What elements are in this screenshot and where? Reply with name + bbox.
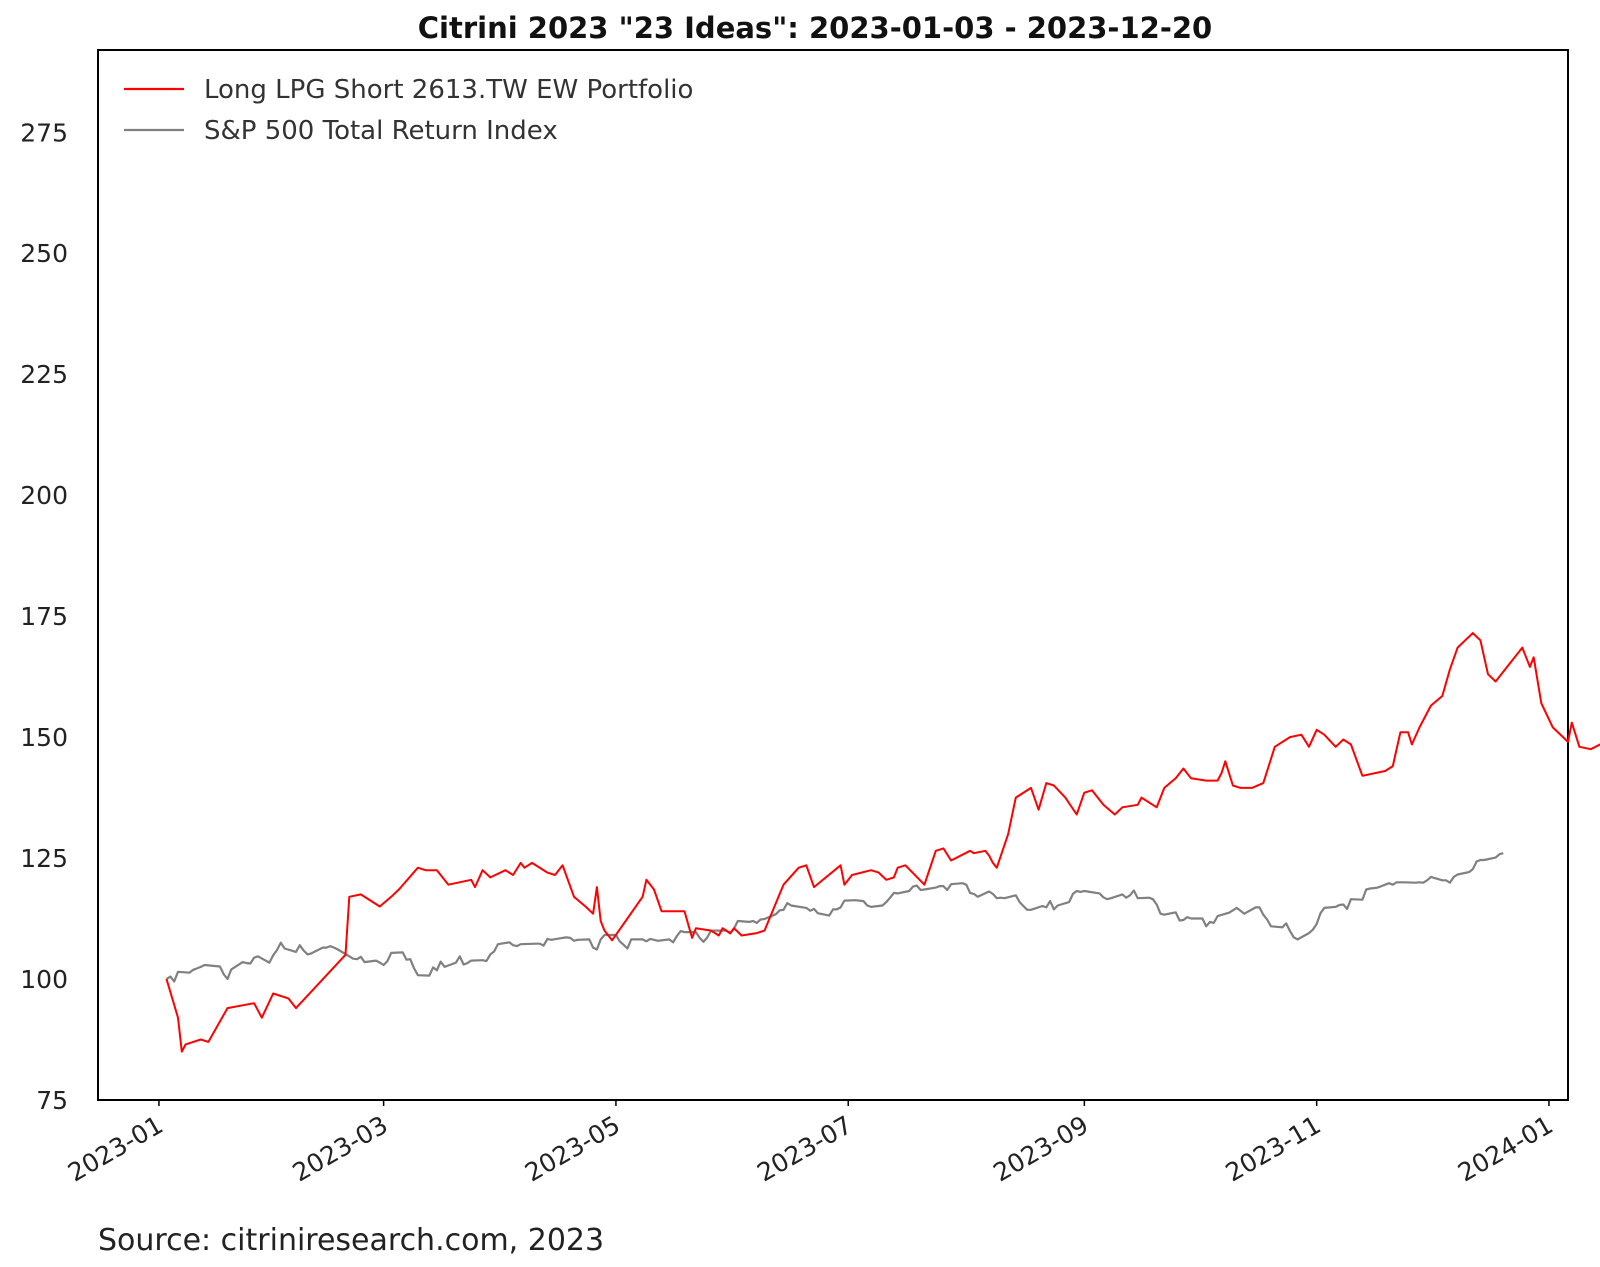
series-layer [165, 632, 1600, 1053]
y-tick-label: 150 [20, 723, 68, 752]
x-tick-label: 2024-01 [1453, 1110, 1558, 1187]
legend-label-sp500: S&P 500 Total Return Index [204, 116, 558, 146]
legend: Long LPG Short 2613.TW EW Portfolio S&P … [124, 75, 693, 146]
x-tick-label: 2023-05 [520, 1110, 625, 1187]
y-tick-label: 250 [20, 239, 68, 268]
y-tick-label: 275 [20, 118, 68, 147]
source-note: Source: citriniresearch.com, 2023 [98, 1223, 604, 1258]
y-tick-label: 100 [20, 965, 68, 994]
x-axis: 2023-01 2023-03 2023-05 2023-07 2023-09 2023-… [63, 1100, 1558, 1187]
y-tick-label: 200 [20, 481, 68, 510]
legend-label-portfolio: Long LPG Short 2613.TW EW Portfolio [204, 75, 693, 105]
y-tick-label: 125 [20, 844, 68, 873]
plot-area-frame [97, 49, 1569, 1101]
x-tick-label: 2023-11 [1221, 1110, 1326, 1187]
series-line-sp500 [165, 852, 1504, 983]
y-tick-label: 225 [20, 360, 68, 389]
y-tick-label: 75 [36, 1086, 68, 1115]
y-axis: 75 100 125 150 175 200 225 250 275 [20, 118, 68, 1115]
chart-title: Citrini 2023 "23 Ideas": 2023-01-03 - 20… [418, 11, 1212, 45]
x-tick-label: 2023-07 [752, 1110, 857, 1187]
series-line-portfolio [165, 632, 1600, 1053]
x-tick-label: 2023-01 [63, 1110, 168, 1187]
y-tick-label: 175 [20, 602, 68, 631]
x-tick-label: 2023-09 [988, 1110, 1093, 1187]
x-tick-label: 2023-03 [288, 1110, 393, 1187]
